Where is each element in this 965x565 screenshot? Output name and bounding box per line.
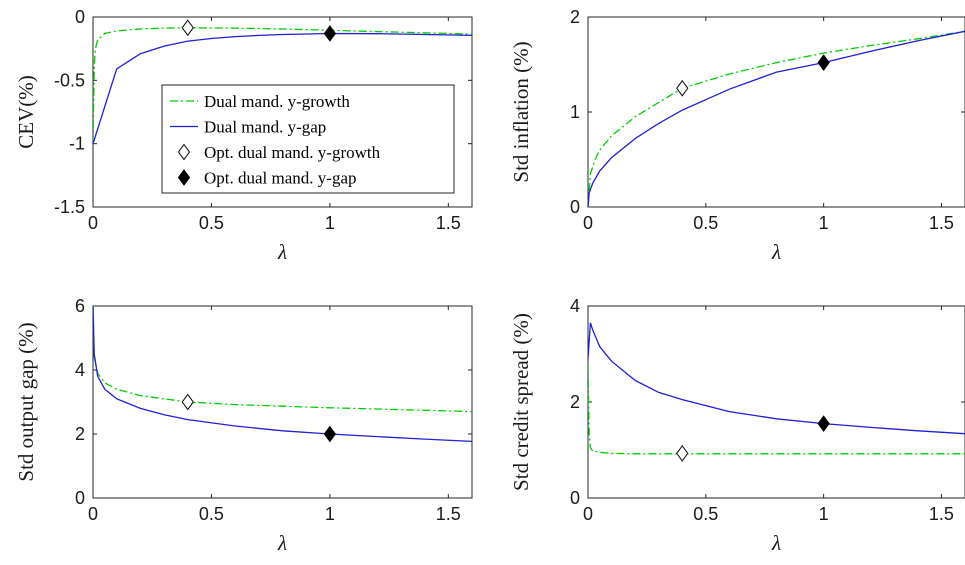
opt-y-gap-marker xyxy=(323,25,336,42)
chart-panel-cev: 0 0.5 1 1.5 -1.5 -1 -0.5 0 λ CEV(%) Dual mand. y-g… xyxy=(14,7,473,264)
y-tick-label: 0 xyxy=(570,197,580,217)
x-tick-label: 1 xyxy=(819,504,829,524)
opt-y-gap-marker xyxy=(323,425,336,443)
y-axis-label: Std output gap (%) xyxy=(14,322,38,481)
y-axis-label: CEV(%) xyxy=(14,75,38,148)
chart-panel-inflation: 0 0.5 1 1.5 0 1 2 λ Std inflation (%) xyxy=(509,7,965,264)
x-tick-label: 1.5 xyxy=(436,504,461,524)
opt-y-gap-marker xyxy=(817,54,830,71)
opt-y-growth-marker xyxy=(181,19,194,37)
legend-label: Dual mand. y-growth xyxy=(204,92,350,111)
x-tick-label: 1.5 xyxy=(436,213,461,233)
axes-box xyxy=(92,305,473,499)
x-axis-label: λ xyxy=(771,240,781,264)
series-line-y-growth xyxy=(588,363,965,455)
y-tick-label: -1 xyxy=(69,134,85,154)
y-tick-label: 0 xyxy=(570,488,580,508)
x-tick-label: 1 xyxy=(325,504,335,524)
y-tick-label: 4 xyxy=(75,360,85,380)
legend-label: Opt. dual mand. y-gap xyxy=(204,169,357,188)
x-axis-label: λ xyxy=(277,531,287,555)
y-axis-label: Std credit spread (%) xyxy=(509,313,533,491)
opt-y-growth-marker xyxy=(676,445,689,462)
legend-box xyxy=(161,84,455,194)
x-tick-label: 0 xyxy=(583,213,593,233)
legend-label: Opt. dual mand. y-growth xyxy=(204,143,381,162)
x-axis-label: λ xyxy=(277,240,287,264)
x-tick-label: 0 xyxy=(583,504,593,524)
opt-y-growth-marker xyxy=(676,79,689,97)
x-axis-label: λ xyxy=(771,531,781,555)
chart-panel-outputgap: 0 0.5 1 1.5 0 2 4 6 λ Std output gap (%) xyxy=(14,296,473,555)
x-tick-label: 1 xyxy=(819,213,829,233)
y-tick-label: 0 xyxy=(75,488,85,508)
series-line-y-gap xyxy=(93,306,472,443)
legend-label: Dual mand. y-gap xyxy=(204,118,326,137)
x-tick-label: 1.5 xyxy=(929,213,954,233)
series-line-y-growth xyxy=(588,30,965,207)
x-tick-label: 0.5 xyxy=(199,213,224,233)
x-tick-label: 0 xyxy=(88,213,98,233)
y-tick-label: -0.5 xyxy=(54,70,85,90)
legend-swatch xyxy=(177,169,191,186)
y-axis-label: Std inflation (%) xyxy=(509,41,533,182)
series-line-y-gap xyxy=(588,30,965,207)
legend: Dual mand. y-growth Dual mand. y-gap Opt. … xyxy=(161,84,455,194)
series-line-y-gap xyxy=(588,322,965,435)
axes-box xyxy=(587,16,965,208)
y-tick-label: 1 xyxy=(570,102,580,122)
y-tick-label: 2 xyxy=(570,392,580,412)
x-tick-label: 0.5 xyxy=(693,504,718,524)
x-tick-label: 0.5 xyxy=(693,213,718,233)
y-tick-label: 2 xyxy=(75,424,85,444)
y-tick-label: 2 xyxy=(570,7,580,27)
series-line-y-gap xyxy=(93,32,472,144)
y-tick-label: 0 xyxy=(75,7,85,27)
x-tick-label: 0 xyxy=(88,504,98,524)
x-tick-label: 1.5 xyxy=(929,504,954,524)
opt-y-growth-marker xyxy=(181,393,194,411)
legend-swatch xyxy=(177,143,191,161)
axes-box xyxy=(92,16,473,208)
chart-panel-creditspread: 0 0.5 1 1.5 0 2 4 λ Std credit spread (%) xyxy=(509,296,965,555)
series-line-y-growth xyxy=(93,27,472,144)
y-tick-label: 4 xyxy=(570,296,580,316)
opt-y-gap-marker xyxy=(817,415,830,432)
x-tick-label: 1 xyxy=(325,213,335,233)
y-tick-label: -1.5 xyxy=(54,197,85,217)
series-line-y-growth xyxy=(93,306,472,413)
y-tick-label: 6 xyxy=(75,296,85,316)
x-tick-label: 0.5 xyxy=(199,504,224,524)
axes-box xyxy=(587,305,965,499)
